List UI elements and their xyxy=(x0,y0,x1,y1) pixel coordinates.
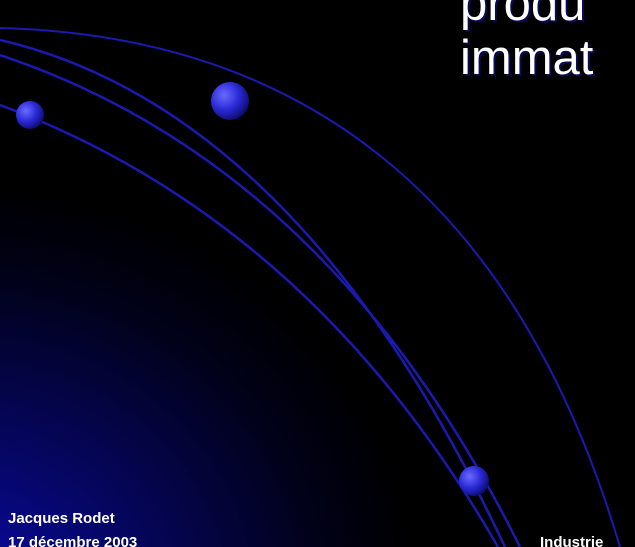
presentation-date: 17 décembre 2003 xyxy=(8,534,138,547)
arc-line xyxy=(0,27,621,547)
arc-line xyxy=(0,53,522,547)
orb-large xyxy=(211,82,249,120)
slide-title-line-1: produ xyxy=(460,0,586,31)
arc-line xyxy=(0,38,507,547)
arc-line xyxy=(0,103,500,547)
orb-bottom xyxy=(459,466,489,496)
slide-title-line-2: immat xyxy=(460,31,594,85)
footer-right-text: Industrie xyxy=(540,534,604,547)
author-name: Jacques Rodet xyxy=(8,510,115,527)
orb-small xyxy=(16,101,44,129)
